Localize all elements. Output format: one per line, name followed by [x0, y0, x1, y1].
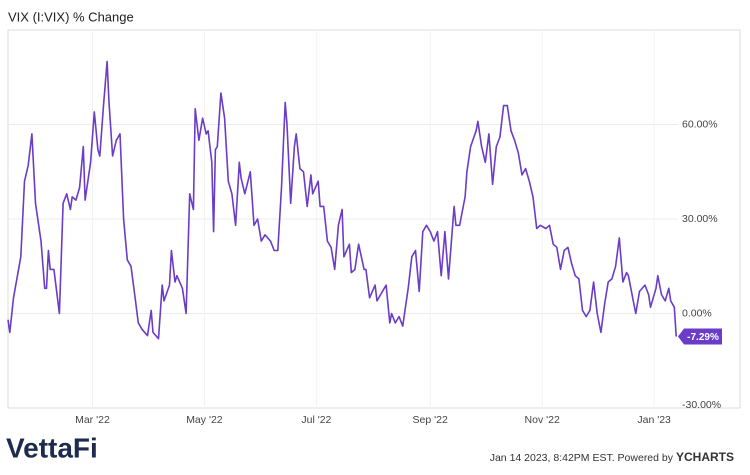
- y-tick-label: 60.00%: [682, 118, 718, 130]
- line: [7, 60, 677, 340]
- end-label: -7.29%: [687, 332, 719, 343]
- x-tick-label: Jul '22: [301, 414, 331, 426]
- chart-title: VIX (I:VIX) % Change: [8, 9, 134, 24]
- x-tick-label: Jan '23: [637, 414, 671, 426]
- y-tick-label: -30.00%: [682, 399, 721, 411]
- brand-logo: VettaFi: [6, 432, 98, 463]
- x-tick-label: Mar '22: [75, 414, 110, 426]
- x-tick-label: Sep '22: [413, 414, 448, 426]
- y-tick-label: 30.00%: [682, 213, 718, 225]
- provider-logo: YCHARTS: [676, 450, 734, 464]
- end-label-tag: [678, 328, 722, 345]
- y-tick-label: 0.00%: [682, 307, 712, 319]
- timestamp: Jan 14 2023, 8:42PM EST. Powered by: [490, 452, 674, 464]
- x-tick-label: May '22: [186, 414, 223, 426]
- x-tick-label: Nov '22: [525, 414, 560, 426]
